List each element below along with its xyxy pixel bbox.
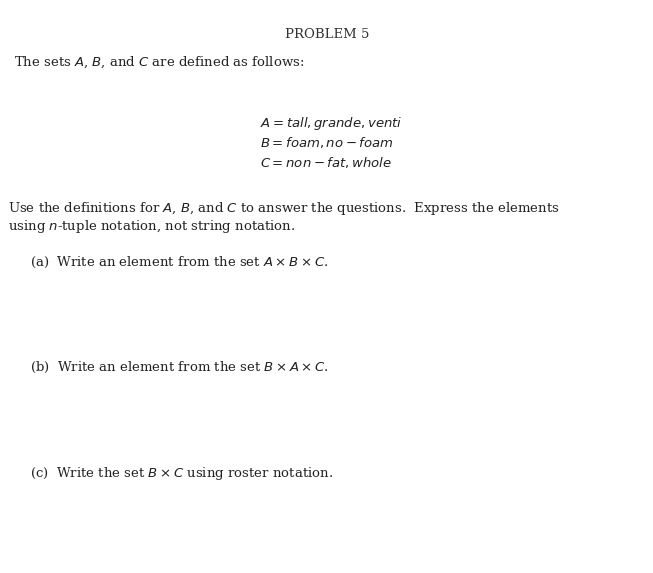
Text: $A = tall, grande, venti$: $A = tall, grande, venti$ — [260, 115, 402, 132]
Text: (b)  Write an element from the set $B \times A \times C$.: (b) Write an element from the set $B \ti… — [30, 360, 329, 375]
Text: PROBLEM 5: PROBLEM 5 — [285, 28, 369, 41]
Text: Use the definitions for $A$, $B$, and $C$ to answer the questions.  Express the : Use the definitions for $A$, $B$, and $C… — [8, 200, 560, 217]
Text: using $n$-tuple notation, not string notation.: using $n$-tuple notation, not string not… — [8, 218, 295, 235]
Text: (c)  Write the set $B \times C$ using roster notation.: (c) Write the set $B \times C$ using ros… — [30, 465, 333, 482]
Text: The sets $A$, $B$, and $C$ are defined as follows:: The sets $A$, $B$, and $C$ are defined a… — [14, 55, 304, 70]
Text: $B = foam, no - foam$: $B = foam, no - foam$ — [260, 135, 394, 150]
Text: $C = non - fat, whole$: $C = non - fat, whole$ — [260, 155, 392, 170]
Text: (a)  Write an element from the set $A \times B \times C$.: (a) Write an element from the set $A \ti… — [30, 255, 328, 270]
